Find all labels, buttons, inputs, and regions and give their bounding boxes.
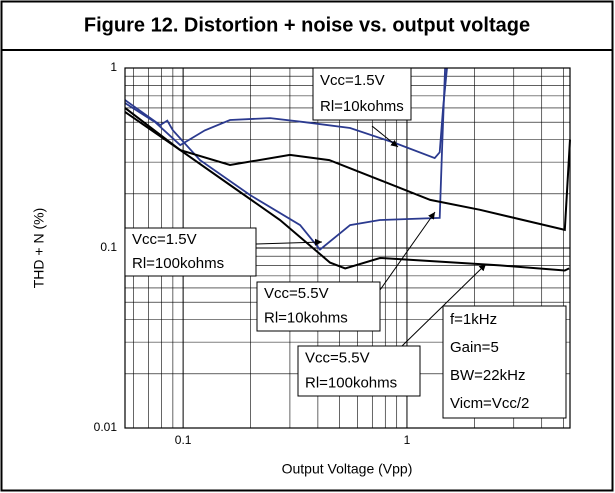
annotation-text: Gain=5 bbox=[450, 339, 499, 356]
series-line bbox=[124, 67, 448, 160]
series-line bbox=[124, 111, 570, 272]
annotation-box bbox=[312, 67, 412, 121]
annotation-text: Vcc=5.5V bbox=[264, 285, 329, 302]
series-line bbox=[124, 67, 446, 251]
annotation-arrow bbox=[379, 211, 436, 291]
annotation-arrow bbox=[401, 263, 487, 347]
x-tick-label: 1 bbox=[404, 433, 411, 447]
annotation-arrow bbox=[371, 125, 399, 148]
lines bbox=[124, 67, 571, 272]
annotation-text: Rl=100kohms bbox=[305, 374, 397, 391]
annotation-box bbox=[442, 305, 567, 419]
annotation-text: Rl=10kohms bbox=[264, 310, 348, 327]
annotation-text: BW=22kHz bbox=[450, 367, 525, 384]
y-tick-label: 1 bbox=[110, 60, 117, 74]
chart-title: Figure 12. Distortion + noise vs. output… bbox=[84, 14, 530, 36]
annotation-text: Vcc=5.5V bbox=[305, 349, 370, 366]
annotations: Vcc=1.5V Rl=10kohms Vcc=1.5V Rl=100kohms Vcc… bbox=[124, 67, 567, 419]
annotation-arrow bbox=[255, 238, 323, 246]
annotation-text: Vcc=1.5V bbox=[320, 72, 385, 89]
annotation-text: Vicm=Vcc/2 bbox=[450, 395, 529, 412]
annotation-text: f=1kHz bbox=[450, 311, 497, 328]
y-tick-label: 0.1 bbox=[100, 240, 117, 254]
y-tick-label: 0.01 bbox=[94, 420, 118, 434]
series-line bbox=[124, 107, 571, 232]
annotation-box bbox=[297, 345, 421, 397]
annotation-text: Rl=100kohms bbox=[132, 255, 224, 272]
annotation-box bbox=[256, 281, 381, 332]
annotation-text: Rl=10kohms bbox=[320, 98, 404, 115]
x-tick-label: 0.1 bbox=[175, 433, 192, 447]
x-axis-label: Output Voltage (Vpp) bbox=[282, 461, 413, 477]
annotation-text: Vcc=1.5V bbox=[132, 231, 197, 248]
y-axis-label: THD + N (%) bbox=[31, 208, 47, 289]
annotation-box bbox=[124, 227, 257, 277]
